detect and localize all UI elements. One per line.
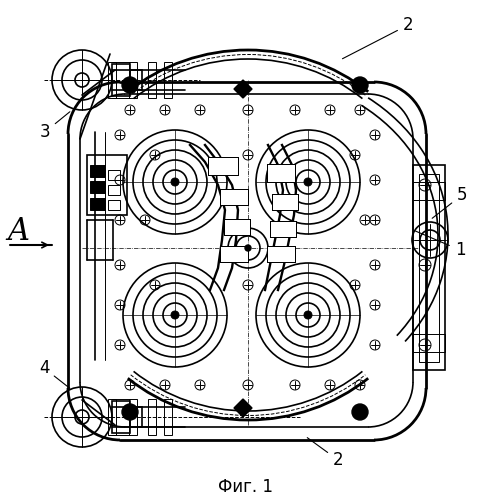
Circle shape	[245, 245, 251, 251]
Bar	[130, 407, 142, 427]
Bar	[224, 219, 250, 235]
Bar	[220, 189, 248, 205]
Bar	[419, 174, 439, 362]
Text: 2: 2	[307, 438, 343, 469]
Bar	[112, 64, 130, 96]
Text: 3: 3	[40, 112, 70, 141]
Bar	[413, 165, 445, 370]
Circle shape	[352, 77, 368, 93]
Bar	[148, 62, 156, 98]
Bar	[108, 399, 116, 435]
Bar	[220, 246, 248, 262]
Bar	[148, 399, 156, 435]
Circle shape	[304, 311, 312, 319]
Text: Фиг. 1: Фиг. 1	[218, 478, 272, 496]
Bar	[208, 157, 238, 175]
Bar	[164, 62, 172, 98]
Circle shape	[304, 178, 312, 186]
Polygon shape	[234, 399, 252, 417]
Text: 2: 2	[343, 16, 413, 58]
Circle shape	[122, 404, 138, 420]
Circle shape	[171, 311, 179, 319]
Bar	[413, 334, 445, 352]
Circle shape	[122, 77, 138, 93]
Bar	[108, 200, 120, 210]
Bar	[224, 219, 250, 235]
Polygon shape	[234, 80, 252, 98]
Bar	[267, 246, 295, 262]
Bar	[270, 221, 296, 237]
Bar	[220, 246, 248, 262]
Bar	[87, 155, 127, 215]
Bar	[208, 157, 238, 175]
Text: 1: 1	[416, 231, 466, 259]
Bar	[413, 182, 445, 200]
Bar	[272, 194, 298, 210]
Bar	[270, 221, 296, 237]
Bar	[90, 198, 105, 210]
Bar	[164, 399, 172, 435]
Text: 5: 5	[432, 186, 467, 218]
Circle shape	[352, 404, 368, 420]
Text: A: A	[7, 216, 29, 248]
Bar	[267, 164, 295, 182]
Bar	[129, 399, 137, 435]
Text: 4: 4	[39, 359, 70, 388]
Circle shape	[171, 178, 179, 186]
Bar	[108, 62, 116, 98]
Bar	[272, 194, 298, 210]
Bar	[90, 165, 105, 177]
Bar	[90, 181, 105, 193]
Bar	[108, 185, 120, 195]
Bar	[112, 401, 130, 433]
Bar	[108, 170, 120, 180]
Bar	[129, 62, 137, 98]
Bar	[267, 164, 295, 182]
Bar	[267, 246, 295, 262]
Bar	[130, 70, 142, 90]
Bar	[220, 189, 248, 205]
